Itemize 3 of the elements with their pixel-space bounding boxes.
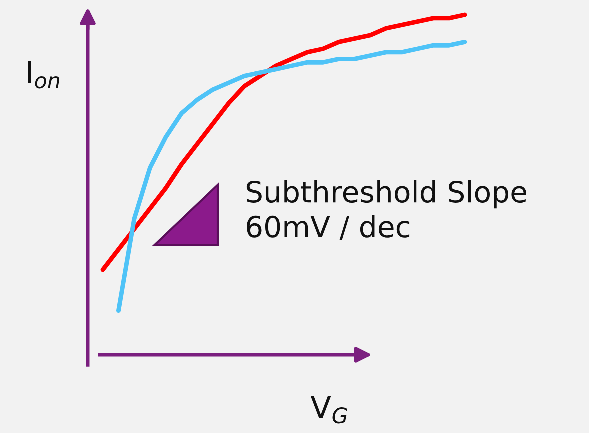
x-axis-title: V$_{G}$ bbox=[310, 396, 348, 424]
y-axis-title: I$_{on}$ bbox=[28, 61, 60, 89]
annotation: Subthreshold Slope 60mV / dec bbox=[246, 180, 526, 240]
